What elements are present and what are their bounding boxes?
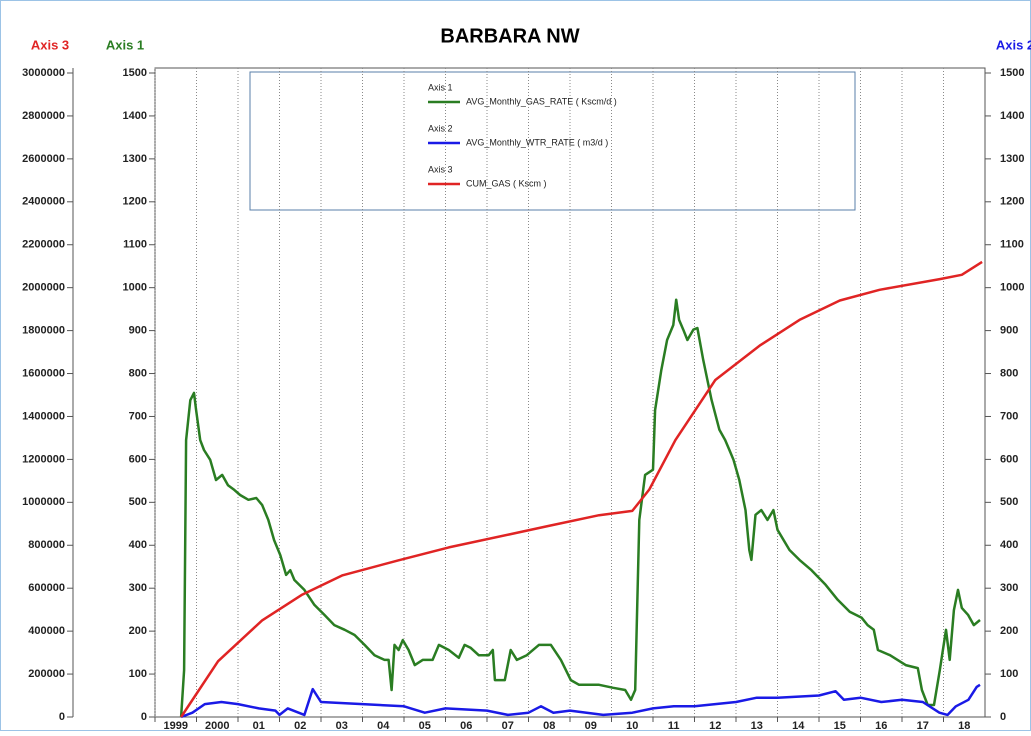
y-tick-label: 1400000 [22,410,65,422]
y-tick-label: 500 [1000,496,1018,508]
y-tick-label: 1000 [123,282,147,294]
y-tick-label: 1400 [1000,110,1024,122]
y-tick-label: 1800000 [22,325,65,337]
y-tick-label: 2400000 [22,196,65,208]
y-tick-label: 1200 [123,196,147,208]
series-line [179,298,981,718]
series-line [180,683,981,719]
y-tick-label: 1500 [1000,67,1024,79]
y-tick-label: 400 [129,539,147,551]
legend-label: AVG_Monthly_WTR_RATE ( m3/d ) [466,137,608,147]
legend-label: AVG_Monthly_GAS_RATE ( Kscm/d ) [466,96,617,106]
y-tick-label: 1200000 [22,453,65,465]
y-tick-label: 0 [141,711,147,723]
y-tick-label: 300 [129,582,147,594]
y-tick-label: 2800000 [22,110,65,122]
y-tick-label: 300 [1000,582,1018,594]
legend-group: Axis 1 [428,82,453,92]
x-tick-label: 01 [253,720,265,731]
y-tick-label: 700 [1000,410,1018,422]
legend-group: Axis 3 [428,164,453,174]
x-tick-label: 13 [751,720,763,731]
x-tick-label: 08 [543,720,555,731]
x-tick-label: 11 [668,720,680,731]
x-tick-label: 02 [294,720,306,731]
x-tick-label: 2000 [205,720,229,731]
y-tick-label: 0 [59,711,65,723]
x-tick-label: 15 [834,720,846,731]
y-tick-label: 1000000 [22,496,65,508]
y-tick-label: 400 [1000,539,1018,551]
x-tick-label: 16 [875,720,887,731]
y-tick-label: 1000 [1000,282,1024,294]
y-tick-label: 700 [129,410,147,422]
legend-label: CUM_GAS ( Kscm ) [466,178,547,188]
x-tick-label: 18 [958,720,970,731]
legend-box [249,71,856,211]
y-tick-label: 800000 [28,539,65,551]
y-tick-label: 100 [129,668,147,680]
chart-title: BARBARA NW [440,25,579,47]
y-tick-label: 1600000 [22,367,65,379]
axis-title: Axis 1 [106,37,144,52]
x-tick-label: 06 [460,720,472,731]
y-tick-label: 800 [129,367,147,379]
x-tick-label: 10 [626,720,638,731]
x-tick-label: 03 [336,720,348,731]
y-tick-label: 200000 [28,668,65,680]
y-tick-label: 1200 [1000,196,1024,208]
x-tick-label: 07 [502,720,514,731]
y-tick-label: 2600000 [22,153,65,165]
y-tick-label: 0 [1000,711,1006,723]
y-tick-label: 1500 [123,67,147,79]
y-tick-label: 400000 [28,625,65,637]
y-tick-label: 2000000 [22,282,65,294]
y-tick-label: 1400 [123,110,147,122]
y-tick-label: 1300 [123,153,147,165]
y-tick-label: 3000000 [22,67,65,79]
y-tick-label: 600 [1000,453,1018,465]
y-tick-label: 200 [129,625,147,637]
y-tick-label: 600 [129,453,147,465]
x-tick-label: 17 [917,720,929,731]
x-tick-label: 04 [377,720,390,731]
y-tick-label: 1100 [1000,239,1024,251]
axis-title: Axis 2 [996,37,1031,52]
y-tick-label: 600000 [28,582,65,594]
x-tick-label: 12 [709,720,721,731]
y-tick-label: 2200000 [22,239,65,251]
axis-title: Axis 3 [31,37,69,52]
y-tick-label: 900 [1000,325,1018,337]
y-tick-label: 200 [1000,625,1018,637]
x-tick-label: 14 [792,720,805,731]
x-tick-label: 09 [585,720,597,731]
y-tick-label: 800 [1000,367,1018,379]
x-tick-label: 1999 [164,720,188,731]
y-tick-label: 100 [1000,668,1018,680]
x-tick-label: 05 [419,720,431,731]
y-tick-label: 900 [129,325,147,337]
series-line [180,260,983,718]
y-tick-label: 1300 [1000,153,1024,165]
y-tick-label: 1100 [123,239,147,251]
legend-group: Axis 2 [428,123,453,133]
y-tick-label: 500 [129,496,147,508]
